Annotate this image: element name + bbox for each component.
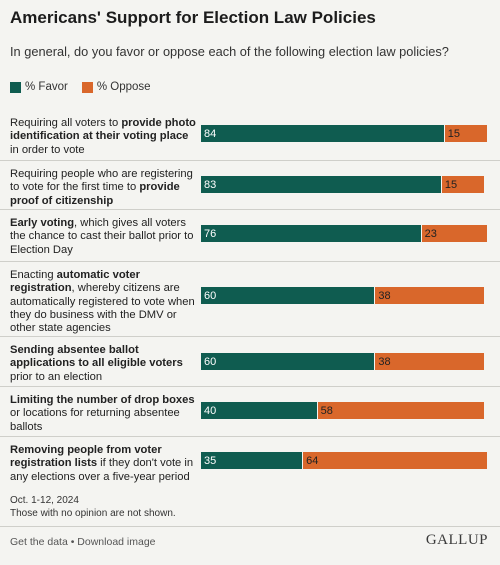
category-label: Enacting automatic voter registration, w… <box>10 269 200 335</box>
category-label-part: , whereby citizens are automatically reg… <box>10 282 195 335</box>
bar-favor: 40 <box>201 402 317 419</box>
bar-stack: 40 58 <box>201 402 490 419</box>
chart-title: Americans' Support for Election Law Poli… <box>10 8 376 27</box>
bar-oppose: 38 <box>374 353 485 370</box>
bar-favor: 84 <box>201 125 444 142</box>
chart-row: Sending absentee ballot applications to … <box>0 336 500 386</box>
category-label-part: , which gives all voters the chance to c… <box>10 217 194 256</box>
chart-subtitle: In general, do you favor or oppose each … <box>10 44 449 59</box>
data-label-favor: 84 <box>204 127 217 140</box>
category-label-part: provide photo identification at their vo… <box>10 117 196 143</box>
data-label-oppose: 15 <box>447 127 460 140</box>
chart-row: Removing people from voter registration … <box>0 436 500 491</box>
category-label-part: Enacting <box>10 269 57 281</box>
legend-label-favor: % Favor <box>25 81 68 93</box>
bar-stack: 76 23 <box>201 225 490 242</box>
chart-row: Requiring people who are registering to … <box>0 160 500 209</box>
category-label: Removing people from voter registration … <box>10 444 200 484</box>
category-label-part: automatic voter registration <box>10 269 140 295</box>
data-label-oppose: 58 <box>320 404 333 417</box>
bar-oppose: 64 <box>302 452 488 469</box>
category-label-part: Removing people from voter registration … <box>10 444 162 470</box>
footer-divider <box>0 526 500 527</box>
chart-row: Early voting, which gives all voters the… <box>0 209 500 261</box>
data-label-favor: 40 <box>204 404 217 417</box>
bar-stack: 60 38 <box>201 287 490 304</box>
chart-row: Enacting automatic voter registration, w… <box>0 261 500 336</box>
bar-oppose: 38 <box>374 287 485 304</box>
category-label: Requiring people who are registering to … <box>10 168 200 208</box>
data-label-oppose: 23 <box>424 227 437 240</box>
no-opinion-note: Those with no opinion are not shown. <box>10 508 176 519</box>
bar-stack: 35 64 <box>201 452 490 469</box>
bar-favor: 76 <box>201 225 421 242</box>
legend: % Favor % Oppose <box>10 81 151 93</box>
category-label-part: Sending absentee ballot applications to … <box>10 344 183 370</box>
category-label: Early voting, which gives all voters the… <box>10 217 200 257</box>
category-label-part: in order to vote <box>10 143 85 156</box>
category-label-part: if they don't vote in any elections over… <box>10 457 194 483</box>
data-label-favor: 83 <box>204 178 217 191</box>
chart-row: Limiting the number of drop boxes or loc… <box>0 386 500 436</box>
data-label-oppose: 38 <box>378 289 391 302</box>
legend-item-favor: % Favor <box>10 81 68 93</box>
category-label: Limiting the number of drop boxes or loc… <box>10 394 200 434</box>
bar-oppose: 15 <box>443 125 488 142</box>
data-label-favor: 60 <box>204 355 217 368</box>
bar-stack: 60 38 <box>201 353 490 370</box>
data-label-oppose: 38 <box>378 355 391 368</box>
survey-date: Oct. 1-12, 2024 <box>10 495 79 506</box>
bar-favor: 83 <box>201 176 441 193</box>
bar-favor: 35 <box>201 452 303 469</box>
data-label-oppose: 15 <box>444 178 458 191</box>
data-label-favor: 60 <box>204 289 217 302</box>
gallup-logo: GALLUP <box>425 532 488 548</box>
legend-swatch-favor <box>10 81 21 93</box>
bar-stack: 83 15 <box>201 176 490 193</box>
category-label-part: Limiting the number of drop boxes <box>10 394 195 406</box>
legend-swatch-oppose <box>81 81 93 93</box>
bar-favor: 60 <box>201 353 375 370</box>
category-label-part: Early voting <box>10 217 75 229</box>
category-label-part: provide proof of citizenship <box>10 181 180 207</box>
category-label-part: Requiring people who are registering to … <box>10 168 193 194</box>
bar-oppose: 23 <box>420 225 488 242</box>
category-label-part: or locations for returning absentee ball… <box>10 407 180 433</box>
category-label-part: Requiring all voters to <box>10 117 122 129</box>
legend-label-oppose: % Oppose <box>96 81 151 93</box>
bar-stack: 84 15 <box>201 125 490 142</box>
category-label-part: prior to an election <box>10 370 103 383</box>
bar-oppose: 58 <box>316 402 485 419</box>
bar-favor: 60 <box>201 287 375 304</box>
data-label-favor: 76 <box>204 227 217 240</box>
category-label: Requiring all voters to provide photo id… <box>10 117 200 157</box>
data-label-oppose: 64 <box>306 454 319 467</box>
bar-oppose: 15 <box>440 176 485 193</box>
legend-item-oppose: % Oppose <box>81 81 151 93</box>
data-label-favor: 35 <box>204 454 217 467</box>
category-label: Sending absentee ballot applications to … <box>10 344 200 384</box>
footer-links[interactable]: Get the data • Download image <box>10 536 156 548</box>
chart-row: Requiring all voters to provide photo id… <box>0 110 500 160</box>
